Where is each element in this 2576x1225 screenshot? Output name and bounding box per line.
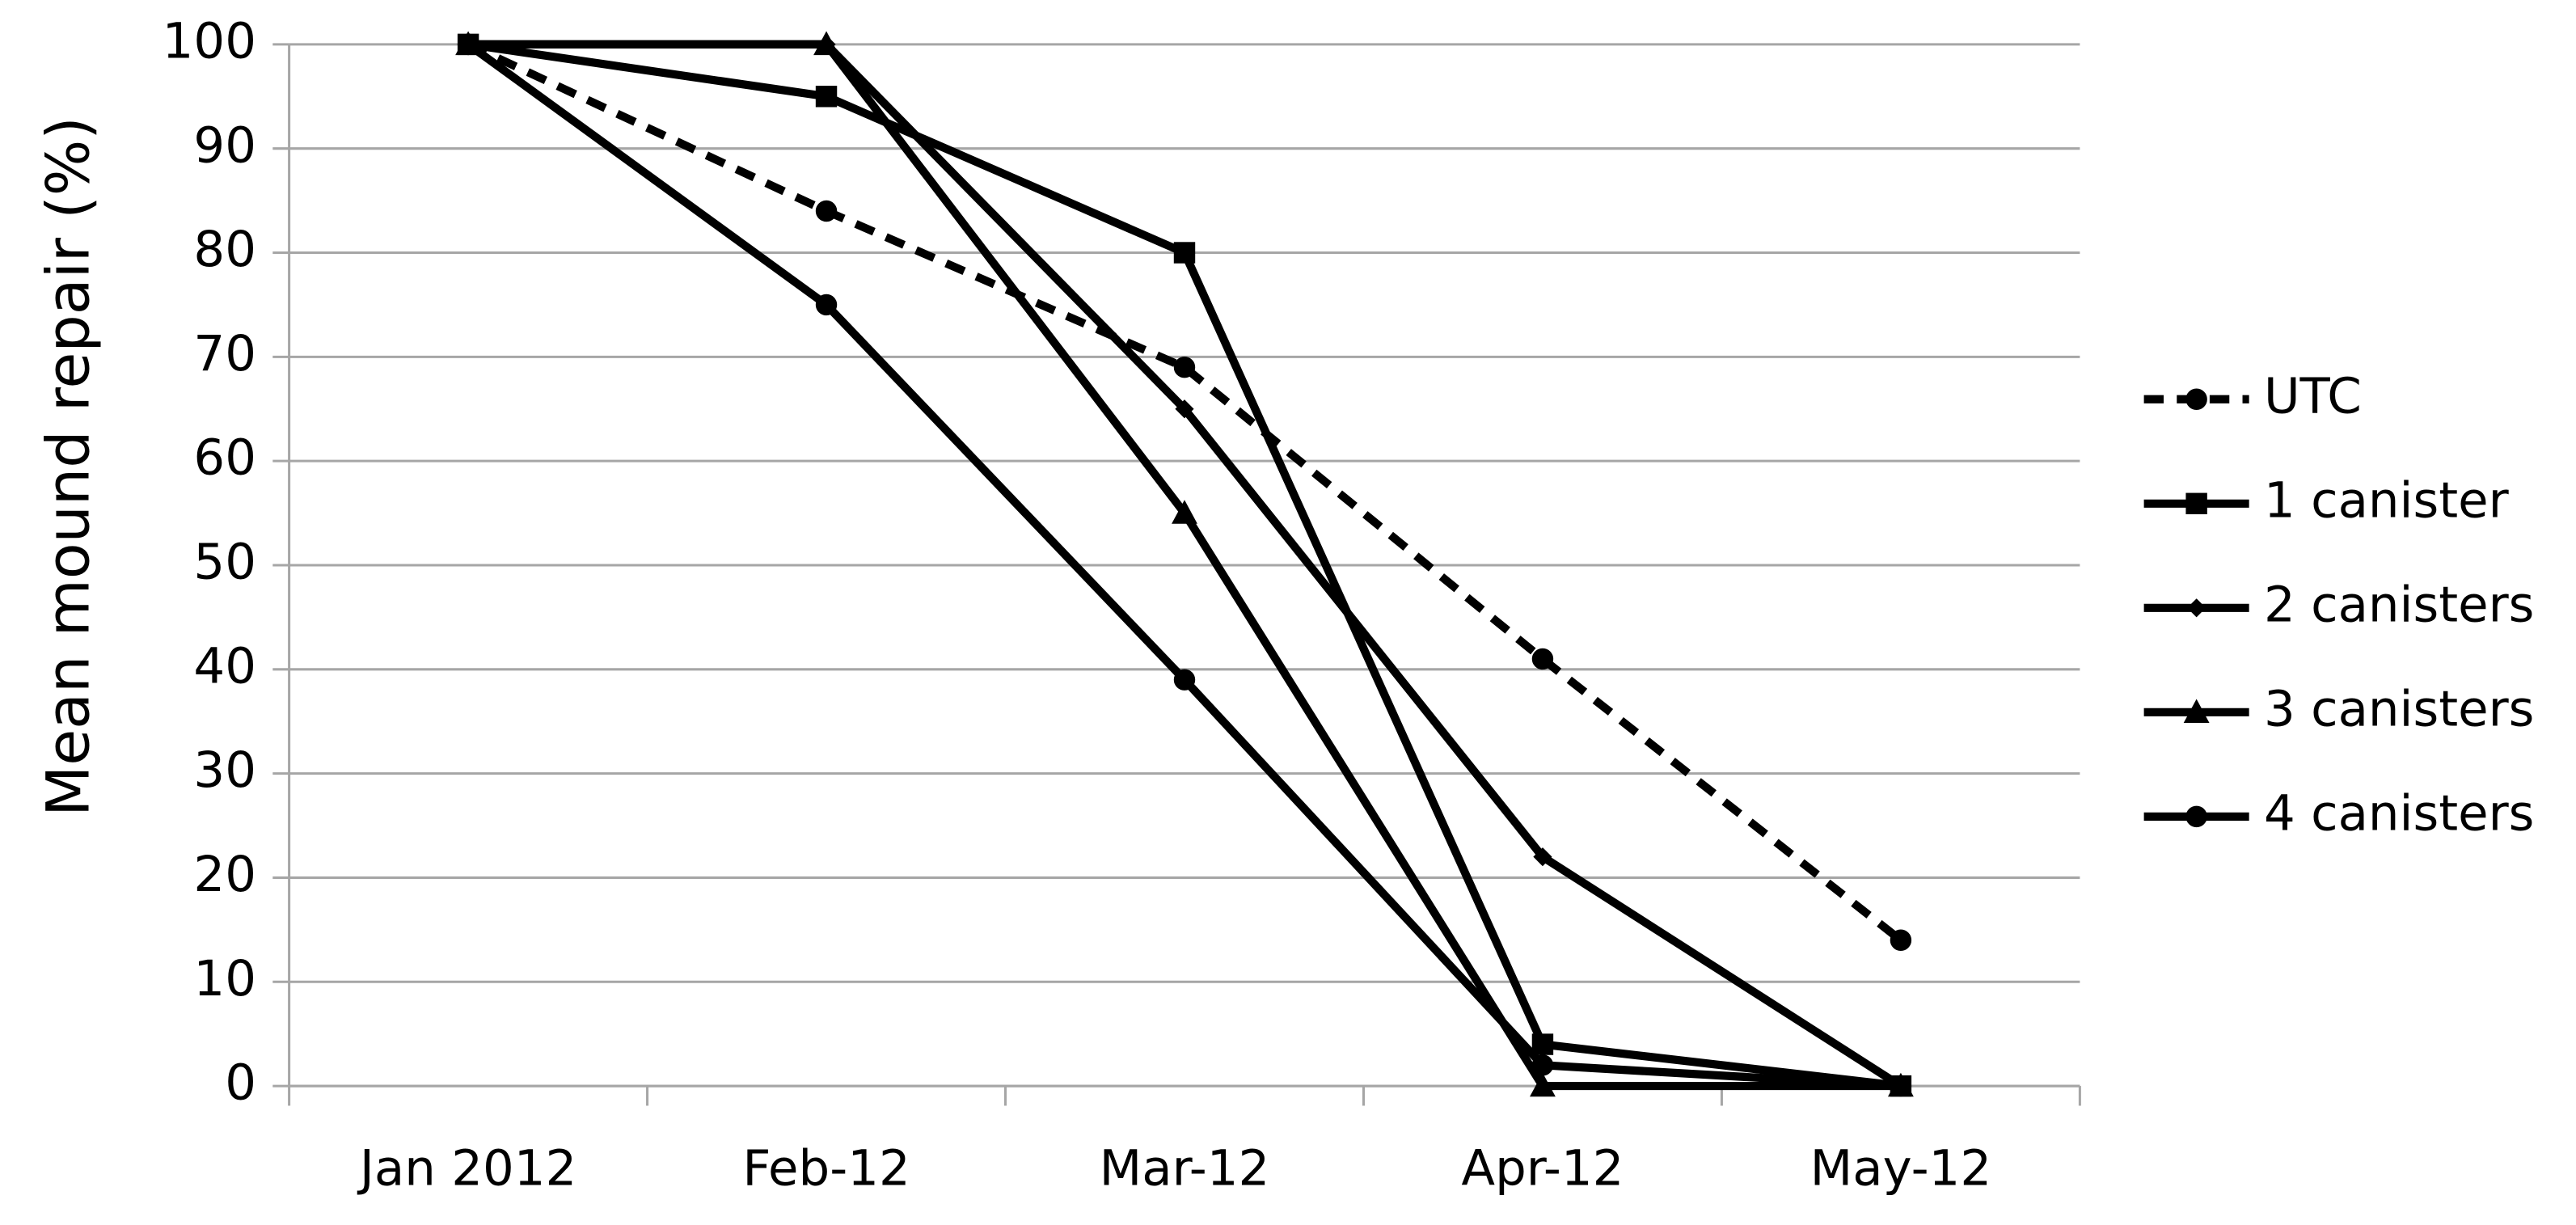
data-point: [1531, 648, 1554, 670]
data-point: [1890, 1075, 1912, 1097]
legend-label: 4 canisters: [2264, 784, 2534, 842]
data-point: [815, 86, 838, 108]
series-line: [466, 40, 1904, 944]
data-point: [1530, 1072, 1556, 1097]
legend-label: 1 canister: [2264, 471, 2510, 529]
data-point: [813, 31, 839, 56]
y-tick-label: 90: [193, 116, 256, 174]
data-point: [1173, 242, 1196, 264]
y-axis-label: Mean mound repair (%): [34, 116, 103, 817]
x-tick-label: Feb-12: [742, 1139, 910, 1197]
data-point: [1173, 357, 1196, 378]
data-point: [1172, 500, 1197, 524]
data-point: [457, 33, 479, 56]
y-tick-label: 0: [225, 1054, 256, 1112]
x-tick-label: May-12: [1810, 1139, 1991, 1197]
legend-marker: [2185, 805, 2207, 828]
x-tick-label: Mar-12: [1100, 1139, 1270, 1197]
x-tick-label: Jan 2012: [357, 1139, 576, 1197]
y-tick-label: 70: [193, 325, 256, 382]
legend-marker: [2183, 699, 2210, 724]
legend-marker: [2185, 388, 2207, 410]
y-tick-label: 80: [193, 221, 256, 278]
y-tick-label: 40: [193, 637, 256, 695]
data-point: [1890, 929, 1912, 951]
x-tick-label: Apr-12: [1461, 1139, 1624, 1197]
legend-label: UTC: [2264, 367, 2362, 425]
legend-marker: [2187, 598, 2206, 618]
data-point: [1175, 399, 1194, 419]
y-tick-label: 10: [193, 950, 256, 1007]
y-tick-label: 30: [193, 741, 256, 799]
data-point: [1531, 1033, 1554, 1055]
data-point: [815, 294, 838, 316]
data-point: [1173, 669, 1196, 691]
y-tick-label: 60: [193, 429, 256, 487]
legend-label: 2 canisters: [2264, 576, 2534, 633]
legend-label: 3 canisters: [2264, 680, 2534, 737]
y-tick-label: 50: [193, 534, 256, 591]
y-tick-label: 20: [193, 846, 256, 903]
data-point: [815, 200, 838, 222]
data-point: [1531, 1054, 1554, 1076]
y-tick-label: 100: [163, 12, 256, 70]
data-point: [1533, 847, 1552, 867]
legend-marker: [2185, 492, 2207, 514]
